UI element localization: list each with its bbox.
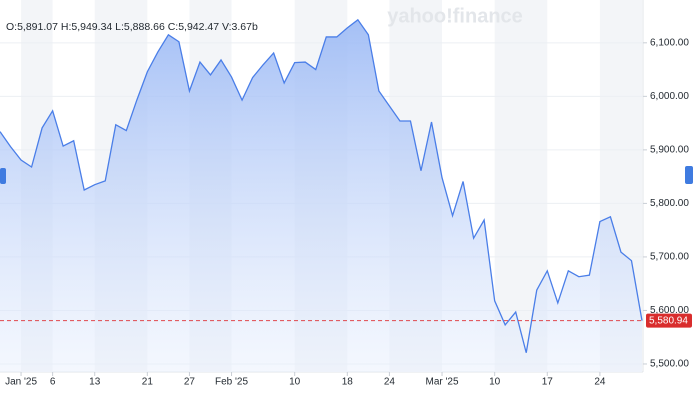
last-price-badge: [646, 313, 692, 328]
y-tick-label: 6,000.00: [650, 91, 689, 102]
x-tick-label: 6: [50, 377, 56, 388]
y-tick-label: 5,500.00: [650, 359, 689, 370]
x-tick-label: 13: [89, 377, 101, 388]
ohlc-readout: O:5,891.07 H:5,949.34 L:5,888.66 C:5,942…: [6, 21, 258, 33]
x-tick-label: Feb '25: [215, 377, 248, 388]
x-tick-label: 24: [384, 377, 396, 388]
y-tick-label: 5,900.00: [650, 145, 689, 156]
x-tick-label: 18: [342, 377, 354, 388]
x-tick-label: 10: [289, 377, 301, 388]
scroll-right[interactable]: [685, 166, 693, 184]
x-tick-label: Jan '25: [5, 377, 37, 388]
x-tick-label: 27: [184, 377, 196, 388]
watermark: yahoo!finance: [387, 5, 523, 27]
y-tick-label: 5,700.00: [650, 252, 689, 263]
x-tick-label: 10: [489, 377, 501, 388]
y-tick-label: 5,600.00: [650, 305, 689, 316]
y-tick-label: 6,100.00: [650, 37, 689, 48]
scroll-left[interactable]: [0, 168, 6, 184]
x-tick-label: 17: [542, 377, 554, 388]
x-tick-label: Mar '25: [426, 377, 459, 388]
price-line: [0, 18, 643, 353]
area-fill: [0, 19, 642, 372]
last-price-label: 5,580.94: [649, 315, 688, 326]
x-tick-label: 24: [594, 377, 606, 388]
y-tick-label: 5,800.00: [650, 198, 689, 209]
x-tick-label: 21: [142, 377, 154, 388]
